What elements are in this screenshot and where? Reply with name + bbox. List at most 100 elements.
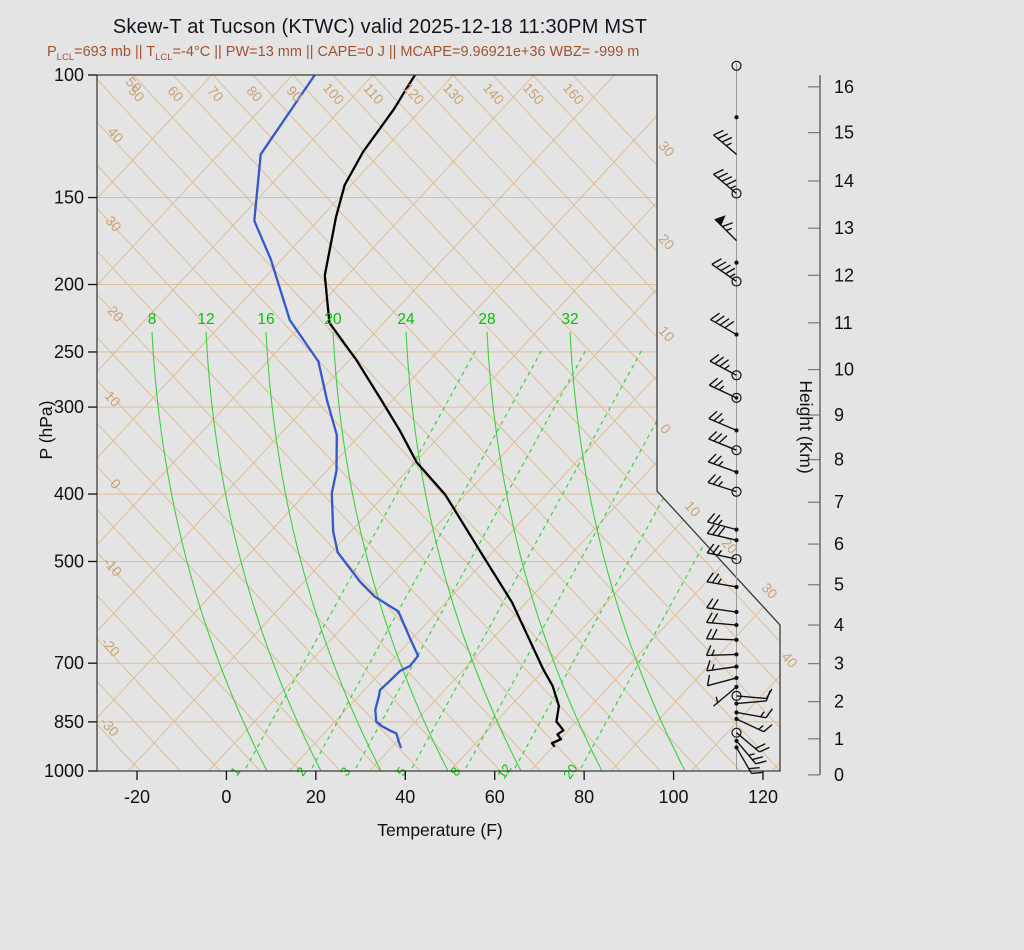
dry-adiabat-line bbox=[372, 75, 780, 771]
station-dot bbox=[734, 701, 739, 706]
height-tick-label: 10 bbox=[834, 360, 854, 380]
dry-adiabat-line bbox=[492, 75, 780, 771]
wind-barb-staff bbox=[707, 521, 737, 531]
wind-barb-staff bbox=[710, 318, 737, 336]
wind-barb-full bbox=[708, 430, 718, 440]
wind-barb-full bbox=[712, 514, 721, 524]
wind-barb-staff bbox=[708, 461, 737, 473]
dry-adiabat-line bbox=[97, 75, 661, 771]
isotherm-line bbox=[127, 75, 776, 771]
wind-barb-staff bbox=[707, 532, 737, 541]
wind-barb-full bbox=[712, 475, 722, 485]
dry-adiabat-line bbox=[212, 75, 780, 771]
wind-barb-staff bbox=[706, 653, 737, 657]
station-circle bbox=[731, 690, 742, 701]
wind-barb-half bbox=[730, 185, 737, 189]
dry-adiabat-line bbox=[532, 75, 780, 771]
station-dot bbox=[734, 115, 739, 120]
station-circle bbox=[731, 60, 742, 71]
isotherm-label: 30 bbox=[656, 138, 678, 160]
moist-adiabat-label: 12 bbox=[197, 311, 214, 328]
station-dot bbox=[734, 622, 739, 628]
station-dot bbox=[734, 716, 739, 722]
dry-adiabat-label: 120 bbox=[400, 80, 428, 108]
wind-barb-full bbox=[707, 453, 717, 463]
dry-adiabat-label: 130 bbox=[440, 80, 468, 108]
isotherm-label: -10 bbox=[100, 554, 126, 580]
temp-tick-label: -20 bbox=[124, 787, 150, 807]
pressure-tick-label: 1000 bbox=[44, 761, 84, 781]
moist-adiabat-line bbox=[569, 331, 686, 771]
wind-barb-full bbox=[714, 356, 725, 365]
pressure-tick-label: 150 bbox=[54, 188, 84, 208]
temp-tick-label: 20 bbox=[306, 787, 326, 807]
wind-barb-full bbox=[717, 526, 726, 537]
station-dot bbox=[734, 738, 739, 743]
isotherm-line bbox=[530, 75, 780, 771]
dry-adiabat-line bbox=[97, 75, 381, 771]
wind-barb-full bbox=[754, 743, 766, 750]
height-tick-label: 15 bbox=[834, 123, 854, 143]
isotherm-label: 0 bbox=[657, 420, 674, 437]
dry-adiabat-line bbox=[97, 75, 581, 771]
wind-barb-full bbox=[720, 264, 731, 272]
wind-barb-staff bbox=[706, 665, 737, 672]
wind-barb-half bbox=[758, 724, 764, 730]
isotherm-label: 20 bbox=[656, 231, 678, 253]
temperature-curve bbox=[323, 75, 565, 748]
wind-barb-full bbox=[721, 136, 733, 143]
dry-adiabat-line bbox=[97, 75, 541, 771]
height-tick-label: 2 bbox=[834, 692, 844, 712]
subtitle-t-symbol: T bbox=[146, 44, 156, 60]
subtitle-t-subscript: LCL bbox=[155, 51, 173, 63]
wind-barb-full bbox=[755, 760, 767, 765]
height-tick-label: 5 bbox=[834, 575, 844, 595]
isotherm-line bbox=[97, 75, 696, 771]
wind-barb-full bbox=[706, 524, 715, 534]
wind-barb-full bbox=[717, 133, 728, 140]
wind-barb-full bbox=[712, 455, 722, 465]
wind-barb-full bbox=[711, 613, 719, 624]
wind-barb-full bbox=[706, 612, 713, 623]
height-axis-title: Height (Km) bbox=[796, 380, 816, 473]
height-tick-label: 14 bbox=[834, 171, 854, 191]
wind-barb-half bbox=[717, 578, 722, 585]
station-circle bbox=[731, 370, 742, 381]
dry-adiabat-line bbox=[97, 75, 741, 771]
height-tick-label: 8 bbox=[834, 450, 844, 470]
isotherm-line bbox=[97, 75, 374, 771]
wind-barb-full bbox=[706, 543, 715, 554]
pressure-tick-label: 700 bbox=[54, 653, 84, 673]
wind-barb-full bbox=[708, 410, 718, 420]
dry-adiabat-label: 150 bbox=[520, 80, 548, 108]
wind-barb-full bbox=[725, 267, 736, 275]
dry-adiabat-line bbox=[97, 75, 461, 771]
mixing-ratio-line bbox=[580, 349, 780, 769]
dry-adiabat-label: 100 bbox=[320, 80, 348, 108]
wind-barb-half bbox=[748, 753, 755, 757]
moist-adiabat-line bbox=[405, 331, 522, 771]
dry-adiabat-line bbox=[97, 75, 501, 771]
station-dot bbox=[734, 609, 739, 615]
wind-barb-full bbox=[763, 724, 773, 733]
station-dot bbox=[734, 396, 739, 400]
wind-barb-full bbox=[713, 168, 724, 175]
isotherm-line bbox=[97, 75, 535, 771]
wind-barb-full bbox=[709, 353, 720, 362]
moist-adiabat-label: 20 bbox=[324, 311, 342, 328]
dry-adiabat-line bbox=[97, 75, 341, 771]
dry-adiabat-line bbox=[172, 75, 780, 771]
height-tick-label: 9 bbox=[834, 405, 844, 425]
isotherm-label: 30 bbox=[759, 580, 781, 602]
plot-frame bbox=[96, 74, 781, 772]
moist-adiabat-line bbox=[265, 331, 382, 771]
wind-barb-full bbox=[706, 674, 711, 686]
wind-barb-full bbox=[710, 312, 720, 321]
wind-barb-full bbox=[713, 412, 723, 422]
station-dot bbox=[734, 538, 739, 543]
wind-barb-full bbox=[751, 771, 763, 775]
wind-barb-full bbox=[711, 258, 722, 265]
pressure-tick-label: 100 bbox=[54, 65, 84, 85]
isotherm-line bbox=[610, 75, 780, 771]
pressure-tick-label: 500 bbox=[54, 551, 84, 571]
